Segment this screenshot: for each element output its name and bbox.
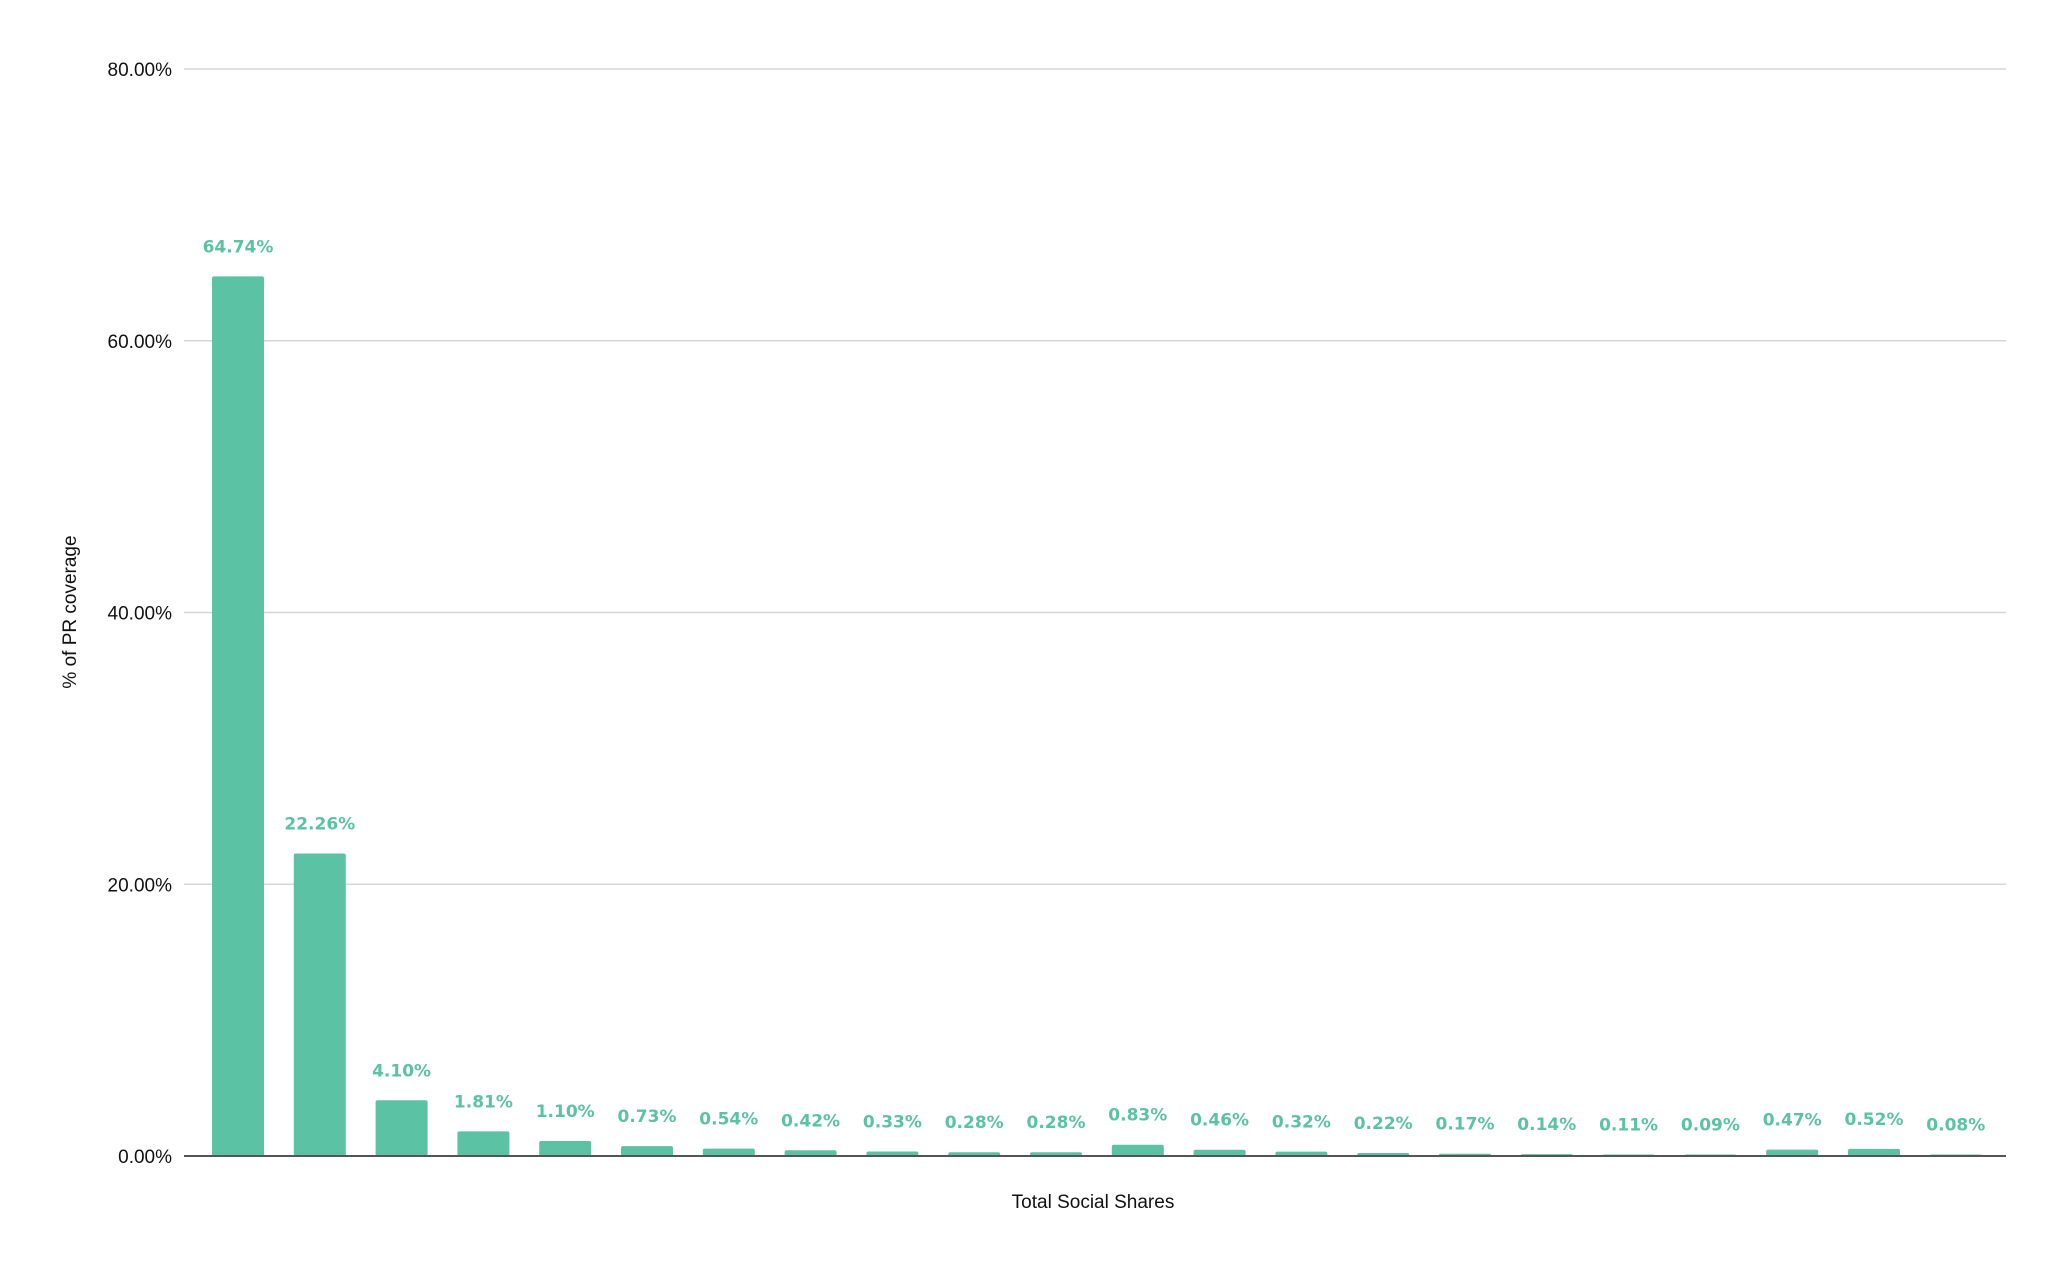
bar-value-label: 0.14%: [1517, 1115, 1576, 1135]
y-tick-label: 0.00%: [118, 1147, 172, 1168]
bar: [621, 1146, 673, 1156]
bar-value-label: 0.28%: [1027, 1113, 1086, 1133]
bar-value-label: 0.08%: [1926, 1116, 1985, 1136]
bar-value-label: 0.83%: [1108, 1106, 1167, 1126]
y-tick-label: 60.00%: [108, 332, 173, 353]
bar: [293, 853, 346, 1156]
bar-value-label: 0.42%: [781, 1111, 840, 1131]
bar-value-label: 4.10%: [372, 1061, 431, 1081]
bars: [212, 276, 1982, 1157]
bar: [1193, 1149, 1246, 1156]
bar-value-label: 0.54%: [699, 1110, 758, 1130]
bar-value-label: 22.26%: [284, 815, 355, 835]
bar: [212, 276, 264, 1157]
bar: [1111, 1144, 1164, 1156]
bar: [539, 1141, 592, 1156]
bar: [866, 1151, 919, 1156]
y-tick-label: 80.00%: [108, 60, 173, 81]
gridlines: [184, 68, 2006, 885]
bar: [375, 1100, 428, 1156]
bar-value-label: 0.52%: [1845, 1110, 1904, 1130]
bar-value-label: 0.09%: [1681, 1116, 1740, 1136]
data-labels: 64.74% 22.26% 4.10% 1.81% 1.10% 0.73% 0.54% 0.4…: [203, 237, 1986, 1135]
bar-value-label: 1.81%: [454, 1092, 513, 1112]
bar: [702, 1148, 755, 1156]
bar-value-label: 0.28%: [945, 1113, 1004, 1133]
y-axis-ticks: 0.00% 20.00% 40.00% 60.00% 80.00%: [108, 60, 173, 1168]
y-tick-label: 20.00%: [108, 875, 173, 896]
bar-value-label: 0.47%: [1763, 1111, 1822, 1131]
bar-value-label: 0.32%: [1272, 1113, 1331, 1133]
bar: [1275, 1151, 1328, 1156]
bar: [1848, 1148, 1900, 1156]
x-axis-title: Total Social Shares: [1012, 1192, 1175, 1213]
y-tick-label: 40.00%: [108, 604, 173, 625]
bar: [784, 1150, 837, 1156]
bar-value-label: 0.17%: [1436, 1115, 1495, 1135]
bar-value-label: 1.10%: [536, 1102, 595, 1122]
bar-value-label: 0.46%: [1190, 1111, 1249, 1131]
bar-value-label: 0.11%: [1599, 1116, 1658, 1136]
bar: [457, 1131, 510, 1156]
bar-value-label: 0.33%: [863, 1113, 922, 1133]
bar-value-label: 0.22%: [1354, 1114, 1413, 1134]
bar-value-label: 64.74%: [203, 237, 274, 257]
bar-value-label: 0.73%: [618, 1107, 677, 1127]
bar: [1766, 1149, 1819, 1156]
y-axis-title: % of PR coverage: [60, 535, 81, 688]
